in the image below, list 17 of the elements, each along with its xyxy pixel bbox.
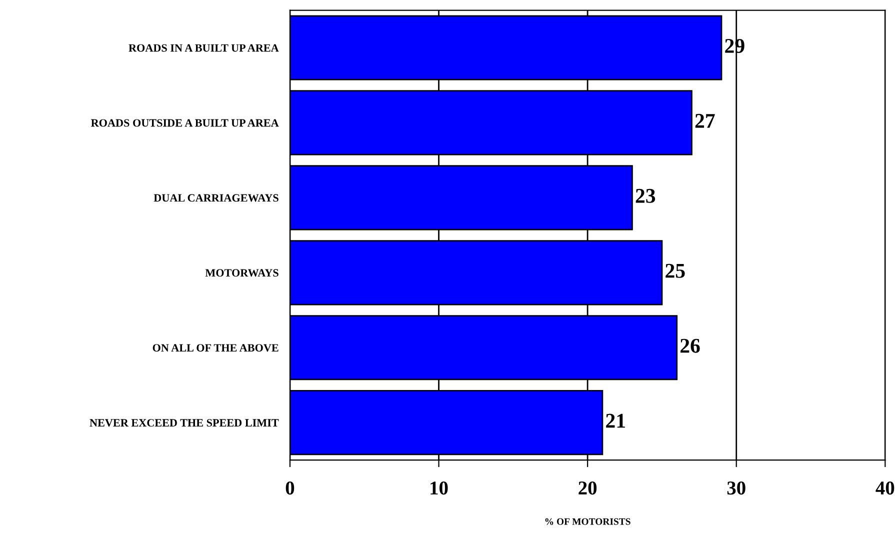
y-tick-label: MOTORWAYS (205, 269, 278, 277)
data-label: 21 (606, 414, 625, 428)
y-tick-label: ROADS OUTSIDE A BUILT UP AREA (91, 119, 279, 127)
data-label: 23 (636, 188, 656, 203)
x-tick-label: 10 (430, 481, 448, 495)
y-tick-label: NEVER EXCEED THE SPEED LIMIT (90, 419, 279, 427)
y-tick-label: DUAL CARRIAGEWAYS (154, 194, 278, 202)
x-tick-label: 30 (727, 481, 746, 495)
x-axis-title: % OF MOTORISTS (545, 518, 630, 525)
x-tick-label: 0 (286, 481, 294, 495)
x-tick-label: 40 (876, 481, 894, 495)
x-tick-label: 20 (578, 481, 597, 495)
y-tick-label: ROADS IN A BUILT UP AREA (128, 44, 279, 52)
data-label: 26 (680, 338, 700, 353)
data-label: 27 (695, 114, 715, 128)
data-label: 25 (666, 264, 685, 278)
y-tick-label: ON ALL OF THE ABOVE (152, 344, 278, 352)
